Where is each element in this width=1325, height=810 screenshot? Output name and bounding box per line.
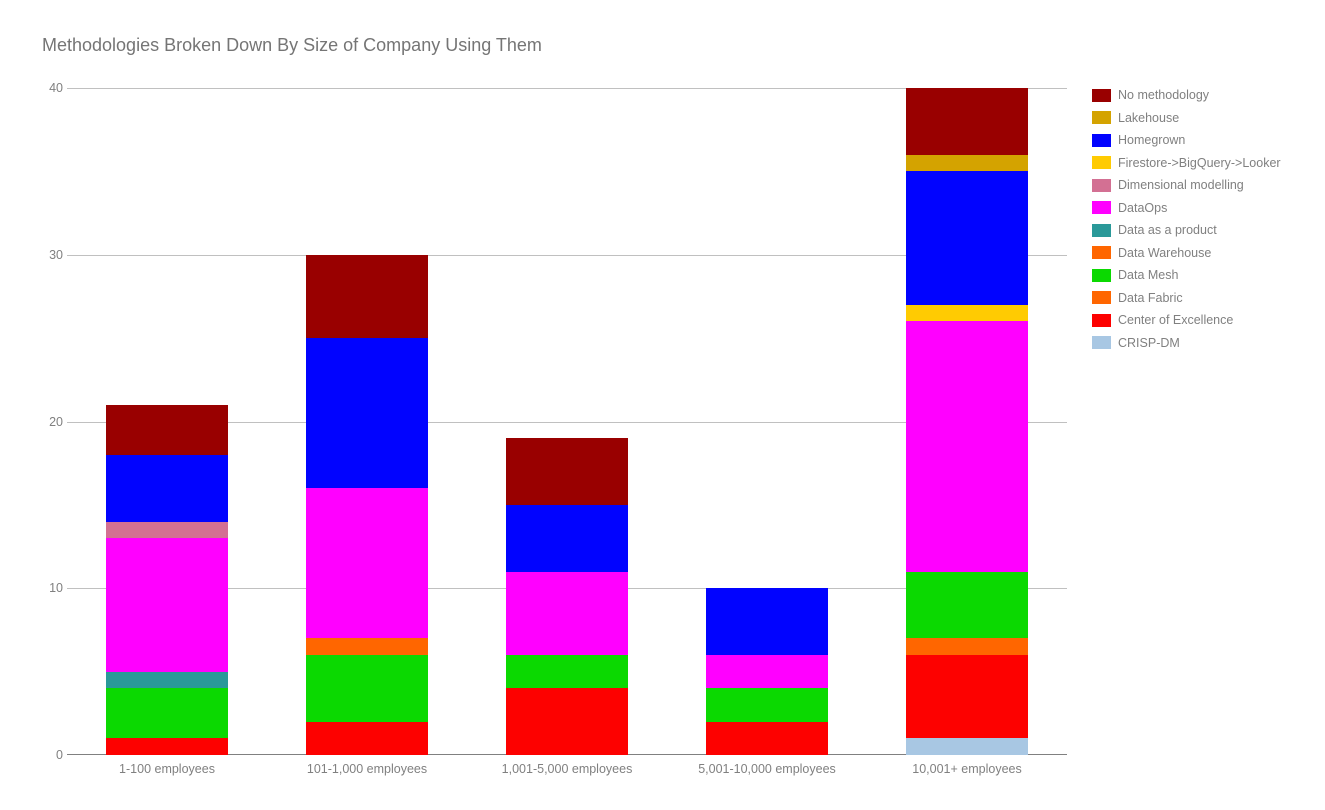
legend-swatch (1092, 156, 1111, 169)
bar-segment (906, 738, 1028, 755)
x-tick-label: 101-1,000 employees (307, 762, 427, 776)
legend-swatch (1092, 314, 1111, 327)
bar-segment (906, 155, 1028, 172)
bar-segment (506, 688, 628, 755)
legend-item: Homegrown (1092, 133, 1281, 147)
legend-label: Data Warehouse (1118, 246, 1211, 260)
legend-item: No methodology (1092, 88, 1281, 102)
legend-swatch (1092, 179, 1111, 192)
legend-item: Dimensional modelling (1092, 178, 1281, 192)
bar-segment (706, 722, 828, 755)
bar-segment (506, 572, 628, 655)
bar-segment (906, 572, 1028, 639)
bar-segment (106, 538, 228, 671)
legend-swatch (1092, 111, 1111, 124)
bar-segment (106, 688, 228, 738)
chart-title: Methodologies Broken Down By Size of Com… (42, 35, 542, 56)
bar-segment (506, 655, 628, 688)
bar-segment (506, 438, 628, 505)
bar-segment (706, 588, 828, 655)
legend-label: No methodology (1118, 88, 1209, 102)
legend-label: Data as a product (1118, 223, 1217, 237)
x-tick-label: 5,001-10,000 employees (698, 762, 836, 776)
bar-segment (906, 655, 1028, 738)
bar-segment (906, 321, 1028, 571)
legend-item: Firestore->BigQuery->Looker (1092, 156, 1281, 170)
bar-segment (106, 455, 228, 522)
bar-segment (906, 88, 1028, 155)
y-tick-label: 0 (39, 748, 63, 762)
x-tick-label: 1-100 employees (119, 762, 215, 776)
legend-label: Center of Excellence (1118, 313, 1233, 327)
bar-segment (906, 171, 1028, 304)
bar-segment (906, 638, 1028, 655)
legend-swatch (1092, 134, 1111, 147)
legend-item: DataOps (1092, 201, 1281, 215)
legend-swatch (1092, 89, 1111, 102)
legend: No methodology Lakehouse Homegrown Firestor… (1092, 88, 1281, 358)
bar-segment (706, 655, 828, 688)
legend-label: Lakehouse (1118, 111, 1179, 125)
legend-label: DataOps (1118, 201, 1167, 215)
bar-segment (106, 738, 228, 755)
legend-item: Data as a product (1092, 223, 1281, 237)
legend-swatch (1092, 269, 1111, 282)
legend-item: Data Mesh (1092, 268, 1281, 282)
bar-segment (106, 672, 228, 689)
bar-segment (906, 305, 1028, 322)
legend-swatch (1092, 291, 1111, 304)
legend-swatch (1092, 336, 1111, 349)
legend-item: CRISP-DM (1092, 336, 1281, 350)
bar-segment (306, 655, 428, 722)
bar-segment (306, 338, 428, 488)
legend-label: Homegrown (1118, 133, 1185, 147)
y-tick-label: 40 (39, 81, 63, 95)
bar-segment (306, 255, 428, 338)
y-tick-label: 10 (39, 581, 63, 595)
legend-swatch (1092, 224, 1111, 237)
x-tick-label: 1,001-5,000 employees (502, 762, 633, 776)
legend-item: Center of Excellence (1092, 313, 1281, 327)
legend-swatch (1092, 246, 1111, 259)
legend-item: Data Warehouse (1092, 246, 1281, 260)
bar-segment (106, 405, 228, 455)
legend-label: Data Mesh (1118, 268, 1178, 282)
y-tick-label: 20 (39, 415, 63, 429)
y-tick-label: 30 (39, 248, 63, 262)
bar-segment (306, 488, 428, 638)
bar-segment (506, 505, 628, 572)
bar-segment (706, 688, 828, 721)
bar-segment (306, 638, 428, 655)
stacked-bar-chart: Methodologies Broken Down By Size of Com… (0, 0, 1325, 810)
legend-item: Lakehouse (1092, 111, 1281, 125)
legend-label: CRISP-DM (1118, 336, 1180, 350)
plot-area: 0102030401-100 employees101-1,000 employ… (67, 88, 1067, 755)
bar-segment (106, 522, 228, 539)
legend-label: Dimensional modelling (1118, 178, 1244, 192)
legend-item: Data Fabric (1092, 291, 1281, 305)
bar-segment (306, 722, 428, 755)
legend-label: Data Fabric (1118, 291, 1183, 305)
legend-swatch (1092, 201, 1111, 214)
legend-label: Firestore->BigQuery->Looker (1118, 156, 1281, 170)
x-tick-label: 10,001+ employees (912, 762, 1021, 776)
